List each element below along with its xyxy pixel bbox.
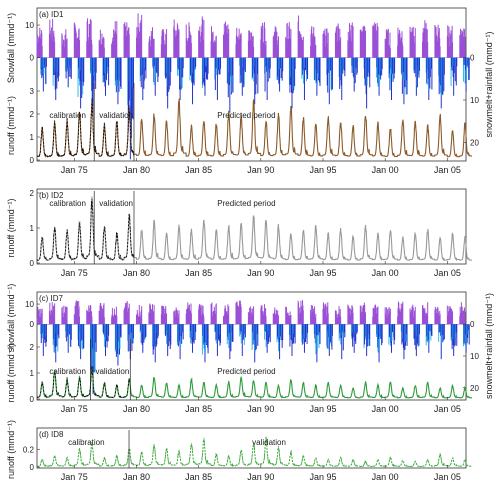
panel-4-observed-runoff [37,436,473,468]
panel-3-observed-runoff [36,366,131,399]
panel-3-right-tick-label: 20 [470,384,479,393]
panel-2-x-tick-label: Jan 05 [434,268,461,278]
panel-3-x-tick-label: Jan 05 [434,404,461,414]
panel-2-annotation-2: Predicted period [217,199,275,208]
panel-1-top-tick-label: 10 [25,21,34,30]
panel-2-annotation-0: calibration [49,199,85,208]
panel-3-x-tick-label: Jan 75 [61,404,88,414]
panel-4-x-tick-label: Jan 00 [372,472,399,482]
panel-4-runoff-tick-label: 0.2 [23,446,35,455]
panel-1-right-tick-label: 10 [470,96,479,105]
panel-4-label: (d) ID8 [39,430,64,439]
panel-1-label: (a) ID1 [39,10,64,19]
panel-3-runoff-tick-label: 2 [30,343,35,352]
panel-3-ylabel-runoff: runoff (mmd⁻¹) [6,343,16,402]
panel-1-x-tick-label: Jan 75 [61,165,88,175]
panel-3-annotation-1: validation [95,367,129,376]
panel-3-top-tick-label: 10 [25,300,34,309]
panel-3-runoff-tick-label: 0 [30,395,35,404]
panel-2-frame [36,188,467,265]
panel-3-ylabel-right: snowmelt+rainfall (mmd⁻¹) [484,293,494,399]
panel-2-x-tick-label: Jan 85 [185,268,212,278]
panel-3-x-tick-label: Jan 85 [185,404,212,414]
panel-1-annotation-1: validation [99,111,133,120]
panel-2-annotation-1: validation [99,199,133,208]
panel-2-x-tick-label: Jan 90 [247,268,274,278]
panel-2-runoff-tick-label: 2 [30,189,35,198]
panel-1-top-tick-label: 0 [30,54,35,63]
panel-2-x-tick-label: Jan 75 [61,268,88,278]
panel-4-ylabel-runoff: runoff (mmd⁻¹) [6,420,16,479]
panel-2-observed-runoff [36,199,135,262]
panel-3-x-tick-label: Jan 00 [372,404,399,414]
panel-1-runoff-tick-label: 1 [30,133,35,142]
panel-3-x-tick-label: Jan 90 [247,404,274,414]
panel-3-ylabel-top: snowfall (mmd⁻¹) [6,284,16,353]
panel-1-runoff-tick-label: 2 [30,110,35,119]
panel-4-x-tick-label: Jan 75 [61,472,88,482]
panel-4-x-tick-label: Jan 85 [185,472,212,482]
panel-1-x-tick-label: Jan 85 [185,165,212,175]
panel-2-x-tick-label: Jan 00 [372,268,399,278]
panel-4-annotation-0: calibration [68,438,104,447]
panel-4-x-tick-label: Jan 05 [434,472,461,482]
panel-1-observed-runoff [36,98,135,158]
panel-2-label: (b) ID2 [39,191,64,200]
panel-3-x-tick-label: Jan 95 [309,404,336,414]
panel-1-annotation-0: calibration [49,111,85,120]
panel-3-runoff-tick-label: 1 [30,369,35,378]
panel-3-top-tick-label: 0 [30,320,35,329]
panel-4-x-tick-label: Jan 80 [123,472,150,482]
panel-1-right-tick-label: 0 [470,54,475,63]
panel-3-annotation-2: Predicted period [217,367,275,376]
panel-4-x-tick-label: Jan 95 [309,472,336,482]
panel-3-annotation-0: calibration [49,367,85,376]
panel-3-label: (c) ID7 [39,294,64,303]
panel-1-ylabel-right: snowmelt+rainfall (mmd⁻¹) [484,31,494,137]
panel-1-runoff-tick-label: 3 [30,87,35,96]
panel-1-x-tick-label: Jan 00 [372,165,399,175]
panel-1-right-tick-label: 20 [470,138,479,147]
panel-2-runoff-tick-label: 1 [30,224,35,233]
panel-4-frame [36,427,467,469]
panel-2-x-tick-label: Jan 80 [123,268,150,278]
panel-1-x-tick-label: Jan 05 [434,165,461,175]
panel-1-runoff-tick-label: 0 [30,156,35,165]
panel-1-x-tick-label: Jan 80 [123,165,150,175]
panel-2-ylabel-runoff: runoff (mmd⁻¹) [6,198,16,257]
panel-1-ylabel-runoff: runoff (mmd⁻¹) [6,96,16,155]
panel-1-x-tick-label: Jan 95 [309,165,336,175]
panel-3-right-tick-label: 0 [470,320,475,329]
panel-1-ylabel-top: Snowfall (mmd⁻¹) [6,13,16,83]
panel-4-runoff-tick-label: 0 [30,463,35,472]
panel-2-runoff-tick-label: 0 [30,259,35,268]
panel-4-annotation-1: validation [252,438,286,447]
panel-3-x-tick-label: Jan 80 [123,404,150,414]
panel-2-x-tick-label: Jan 95 [309,268,336,278]
panel-1-x-tick-label: Jan 90 [247,165,274,175]
panel-3-right-tick-label: 10 [470,352,479,361]
panel-4-x-tick-label: Jan 90 [247,472,274,482]
panel-1-annotation-2: Predicted period [217,111,275,120]
